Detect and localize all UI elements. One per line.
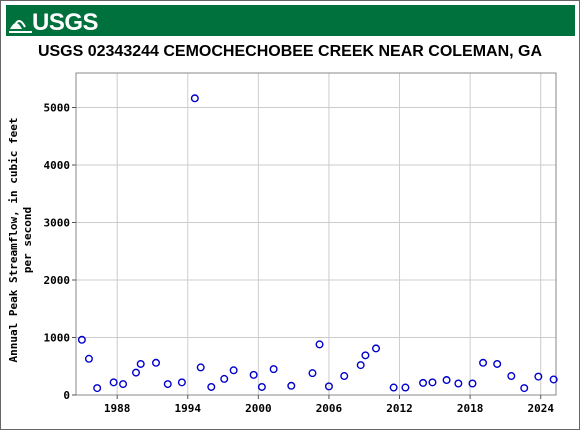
data-point <box>287 381 296 390</box>
data-point <box>84 354 93 363</box>
x-tick-label: 1994 <box>175 402 202 415</box>
data-point <box>196 363 205 372</box>
usgs-logo-text: USGS <box>32 9 99 35</box>
data-point <box>401 383 410 392</box>
usgs-banner: USGS <box>6 5 575 36</box>
x-tick-label: 1988 <box>104 402 131 415</box>
tick-layer: 0 1000 2000 3000 4000 5000 1988 1994 2000 2006 201… <box>44 102 555 416</box>
data-point <box>136 359 145 368</box>
data-point <box>207 382 216 391</box>
x-tick-label: 2012 <box>386 402 413 415</box>
chart-title: USGS 02343244 CEMOCHECHOBEE CREEK NEAR C… <box>37 43 543 60</box>
data-point <box>93 384 102 393</box>
y-tick-label: 2000 <box>44 274 71 287</box>
data-point <box>520 384 529 393</box>
data-point <box>77 335 86 344</box>
data-point <box>324 382 333 391</box>
data-point <box>361 351 370 360</box>
data-point <box>177 378 186 387</box>
data-point <box>109 378 118 387</box>
data-point <box>257 382 266 391</box>
data-point <box>220 374 229 383</box>
x-tick-label: 2018 <box>457 402 484 415</box>
x-tick-label: 2024 <box>527 402 554 415</box>
y-tick-label: 3000 <box>44 217 71 230</box>
y-axis-title-line-1: Annual Peak Streamflow, in cubic feet <box>7 117 20 362</box>
data-point <box>493 359 502 368</box>
data-point <box>468 379 477 388</box>
y-axis-title-line-2: per second <box>21 207 34 273</box>
y-tick-label: 4000 <box>44 159 71 172</box>
data-point <box>442 376 451 385</box>
data-point <box>507 372 516 381</box>
plot-area-border <box>75 72 557 396</box>
x-tick-label: 2006 <box>316 402 343 415</box>
data-point <box>131 368 140 377</box>
data-point <box>229 366 238 375</box>
usgs-logo-icon: USGS <box>9 9 99 35</box>
data-point <box>315 340 324 349</box>
data-point <box>389 383 398 392</box>
data-point <box>372 344 381 353</box>
grid-layer <box>76 73 556 396</box>
data-point <box>479 358 488 367</box>
y-tick-label: 5000 <box>44 102 71 115</box>
data-point <box>356 361 365 370</box>
data-point <box>249 370 258 379</box>
x-tick-label: 2000 <box>245 402 272 415</box>
data-point <box>269 365 278 374</box>
data-point <box>428 378 437 387</box>
data-point <box>163 380 172 389</box>
data-point <box>308 369 317 378</box>
data-point <box>454 379 463 388</box>
data-point <box>119 380 128 389</box>
y-tick-label: 1000 <box>44 332 71 345</box>
data-point <box>190 94 199 103</box>
y-tick-label: 0 <box>63 389 70 402</box>
data-point <box>534 372 543 381</box>
point-layer <box>77 94 558 393</box>
data-point <box>151 358 160 367</box>
data-point <box>549 375 558 384</box>
data-point <box>340 372 349 381</box>
data-point <box>419 378 428 387</box>
